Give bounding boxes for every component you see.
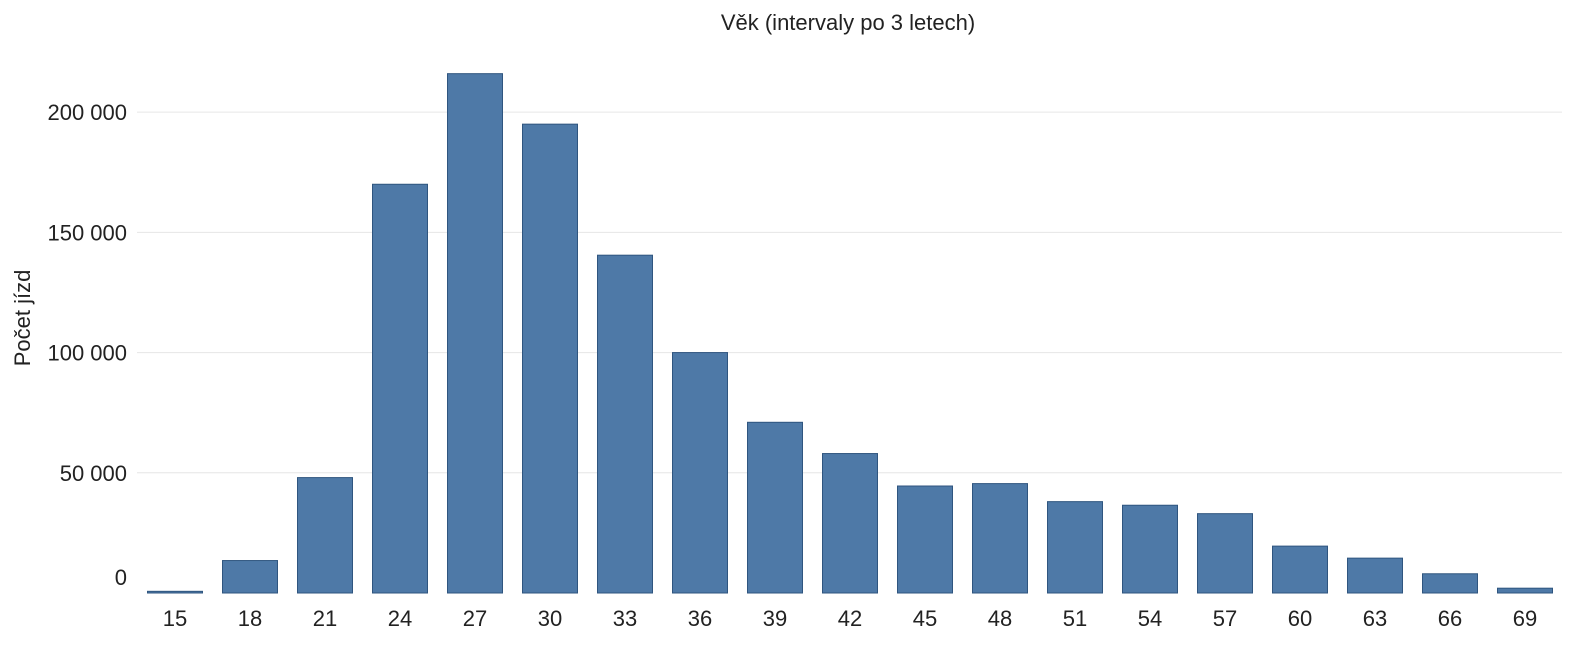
bar-69 — [1497, 587, 1553, 594]
bar-15 — [147, 590, 203, 594]
x-tick-label: 60 — [1288, 606, 1312, 631]
bar-54 — [1122, 504, 1178, 594]
y-axis-ticks: 0 50 000 100 000 150 000 200 000 — [47, 100, 127, 590]
x-tick-label: 66 — [1438, 606, 1462, 631]
bar-21 — [297, 477, 353, 594]
bar-39 — [747, 421, 803, 594]
x-tick-label: 24 — [388, 606, 412, 631]
y-tick-label: 0 — [115, 565, 127, 590]
bar-45 — [897, 485, 953, 594]
x-tick-label: 42 — [838, 606, 862, 631]
x-tick-label: 63 — [1363, 606, 1387, 631]
bar-57 — [1197, 513, 1253, 594]
bar-30 — [522, 123, 578, 594]
x-tick-label: 15 — [163, 606, 187, 631]
y-tick-label: 200 000 — [47, 100, 127, 125]
y-tick-label: 150 000 — [47, 220, 127, 245]
y-tick-label: 50 000 — [60, 461, 127, 486]
x-tick-label: 57 — [1213, 606, 1237, 631]
bar-27 — [447, 73, 503, 594]
bar-24 — [372, 183, 428, 594]
x-tick-label: 51 — [1063, 606, 1087, 631]
bar-36 — [672, 352, 728, 594]
y-tick-label: 100 000 — [47, 341, 127, 366]
x-tick-label: 36 — [688, 606, 712, 631]
bar-63 — [1347, 557, 1403, 594]
bar-66 — [1422, 573, 1478, 594]
bar-42 — [822, 453, 878, 594]
x-tick-label: 30 — [538, 606, 562, 631]
x-tick-label: 69 — [1513, 606, 1537, 631]
x-tick-label: 48 — [988, 606, 1012, 631]
y-axis-title: Počet jízd — [10, 270, 35, 367]
x-axis-title: Věk (intervaly po 3 letech) — [721, 10, 975, 35]
x-tick-label: 18 — [238, 606, 262, 631]
bar-48 — [972, 483, 1028, 594]
bar-33 — [597, 254, 653, 594]
gridlines — [137, 111, 1562, 474]
bar-60 — [1272, 545, 1328, 594]
bar-18 — [222, 560, 278, 594]
bars — [147, 73, 1553, 594]
x-tick-label: 33 — [613, 606, 637, 631]
x-tick-label: 54 — [1138, 606, 1162, 631]
x-axis-ticks: 15 18 21 24 27 30 33 36 39 42 45 48 51 54 57 60 63 66 69 — [163, 606, 1537, 631]
x-tick-label: 21 — [313, 606, 337, 631]
x-tick-label: 45 — [913, 606, 937, 631]
x-tick-label: 39 — [763, 606, 787, 631]
x-tick-label: 27 — [463, 606, 487, 631]
bar-51 — [1047, 501, 1103, 594]
